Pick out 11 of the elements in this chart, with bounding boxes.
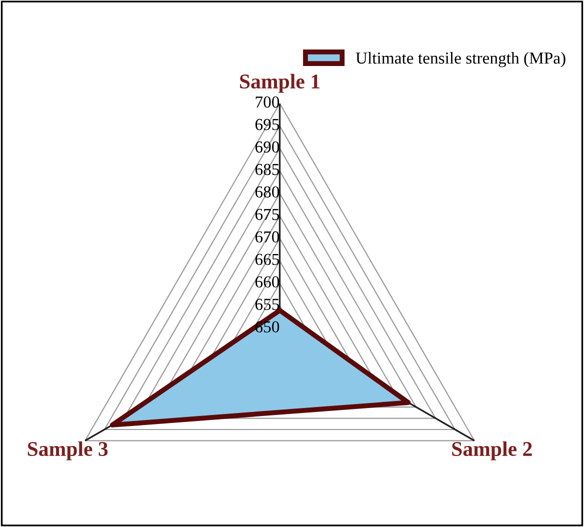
y-tick-label: 655 — [255, 298, 280, 310]
y-tick-label: 675 — [255, 208, 280, 220]
y-tick-label: 685 — [255, 164, 280, 176]
y-tick-label: 700 — [256, 96, 280, 108]
spoke-label: Sample 2 — [452, 441, 532, 460]
y-tick-label: 695 — [255, 118, 280, 130]
legend-label: Ultimate tensile strength (MPa) — [356, 52, 566, 68]
y-tick-label: 690 — [255, 141, 280, 153]
spoke-label: Sample 1 — [240, 74, 320, 93]
y-tick-label: 665 — [255, 254, 280, 266]
spoke-label: Sample 3 — [28, 441, 108, 460]
